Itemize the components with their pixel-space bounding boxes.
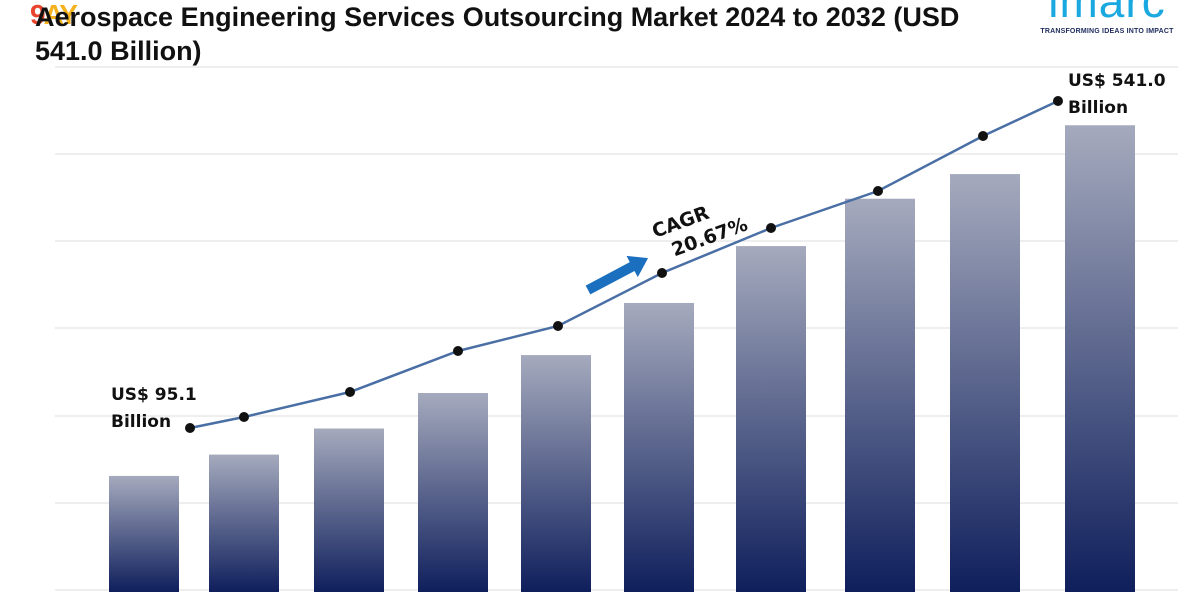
trend-point-9 bbox=[1053, 96, 1063, 106]
chart-title: Aerospace Engineering Services Outsourci… bbox=[35, 2, 960, 66]
trend-markers bbox=[185, 96, 1063, 433]
bar-2026 bbox=[314, 428, 384, 592]
cagr-label: CAGR 20.67% bbox=[649, 202, 750, 261]
bar-2024 bbox=[109, 475, 179, 592]
bar-2025 bbox=[209, 454, 279, 592]
trend-point-7 bbox=[873, 186, 883, 196]
end-value-label: US$ 541.0 bbox=[1068, 71, 1166, 91]
bar-extra bbox=[950, 174, 1020, 592]
trend-point-6 bbox=[766, 223, 776, 233]
bars bbox=[109, 125, 1135, 592]
badge-letters: AY bbox=[43, 0, 78, 30]
trend-point-1 bbox=[239, 412, 249, 422]
bar-2027 bbox=[418, 392, 488, 592]
trend-polyline bbox=[189, 99, 1059, 430]
bar-2028 bbox=[521, 355, 591, 592]
logo-wordmark: imarc bbox=[1048, 0, 1166, 27]
trend-line bbox=[189, 99, 1059, 430]
bar-2032 bbox=[1065, 125, 1135, 592]
start-value-unit: Billion bbox=[111, 412, 171, 432]
trend-point-0 bbox=[185, 423, 195, 433]
trend-point-3 bbox=[453, 346, 463, 356]
start-value-label: US$ 95.1 bbox=[111, 385, 197, 405]
cagr-arrow-icon bbox=[585, 255, 649, 295]
brand-badge: 9AY bbox=[30, 0, 78, 30]
logo-tagline: TRANSFORMING IDEAS INTO IMPACT bbox=[1040, 28, 1174, 35]
trend-point-8 bbox=[978, 131, 988, 141]
end-value-unit: Billion bbox=[1068, 98, 1128, 118]
trend-point-2 bbox=[345, 387, 355, 397]
imarc-logo: imarc TRANSFORMING IDEAS INTO IMPACT bbox=[1032, 0, 1182, 40]
trend-point-4 bbox=[553, 321, 563, 331]
bar-2029 bbox=[624, 302, 694, 592]
bar-2031 bbox=[845, 198, 915, 592]
bar-2030 bbox=[736, 246, 806, 592]
badge-digit: 9 bbox=[30, 0, 46, 30]
trend-point-5 bbox=[657, 268, 667, 278]
